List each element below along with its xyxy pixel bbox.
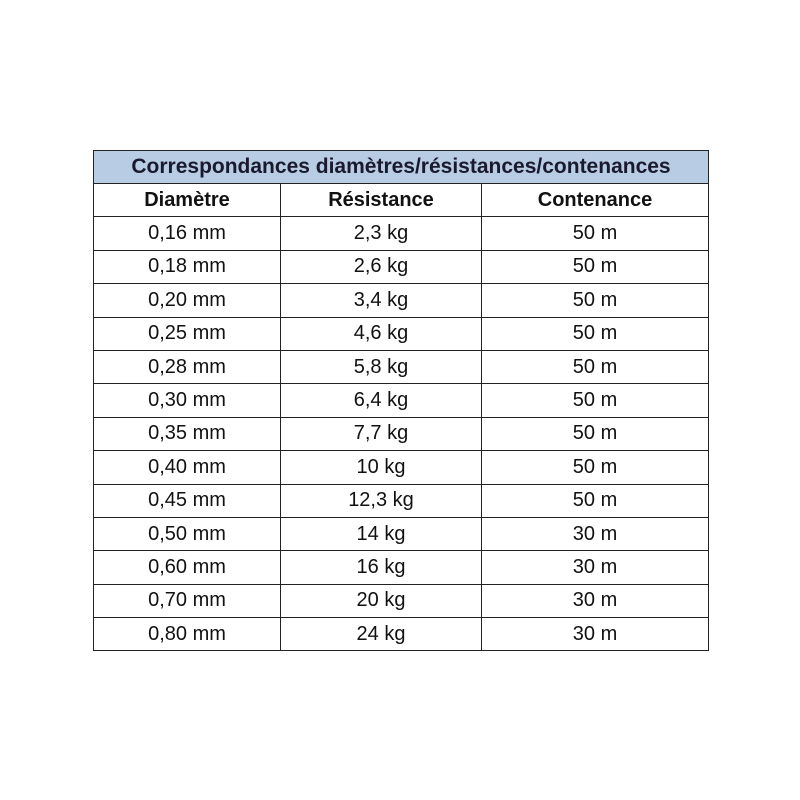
cell-contenance: 50 m: [481, 416, 709, 452]
cell-resistance: 10 kg: [280, 450, 482, 485]
table-title: Correspondances diamètres/résistances/co…: [93, 150, 709, 184]
cell-contenance: 50 m: [481, 483, 709, 518]
cell-contenance: 50 m: [481, 283, 709, 318]
cell-diametre: 0,60 mm: [93, 550, 281, 585]
cell-contenance: 30 m: [481, 550, 709, 585]
cell-diametre: 0,18 mm: [93, 249, 281, 285]
cell-contenance: 30 m: [481, 617, 709, 652]
table-row: 0,28 mm 5,8 kg 50 m: [93, 349, 709, 385]
cell-diametre: 0,16 mm: [93, 216, 281, 251]
cell-contenance: 50 m: [481, 450, 709, 485]
cell-diametre: 0,45 mm: [93, 483, 281, 518]
table-row: 0,50 mm 14 kg 30 m: [93, 516, 709, 552]
cell-resistance: 2,6 kg: [280, 249, 482, 285]
cell-diametre: 0,80 mm: [93, 617, 281, 652]
table-row: 0,20 mm 3,4 kg 50 m: [93, 283, 709, 318]
cell-resistance: 12,3 kg: [280, 483, 482, 518]
cell-diametre: 0,25 mm: [93, 316, 281, 351]
cell-diametre: 0,35 mm: [93, 416, 281, 452]
table-row: 0,45 mm 12,3 kg 50 m: [93, 483, 709, 518]
header-diametre: Diamètre: [93, 182, 281, 218]
cell-contenance: 30 m: [481, 516, 709, 552]
table-row: 0,18 mm 2,6 kg 50 m: [93, 249, 709, 285]
correspondence-table: Correspondances diamètres/résistances/co…: [93, 150, 709, 652]
table-row: 0,25 mm 4,6 kg 50 m: [93, 316, 709, 351]
table-row: 0,30 mm 6,4 kg 50 m: [93, 383, 709, 418]
title-row: Correspondances diamètres/résistances/co…: [93, 150, 709, 184]
cell-resistance: 7,7 kg: [280, 416, 482, 452]
cell-resistance: 5,8 kg: [280, 349, 482, 385]
cell-resistance: 16 kg: [280, 550, 482, 585]
table-row: 0,40 mm 10 kg 50 m: [93, 450, 709, 485]
cell-contenance: 50 m: [481, 216, 709, 251]
header-row: Diamètre Résistance Contenance: [93, 182, 709, 218]
cell-diametre: 0,30 mm: [93, 383, 281, 418]
cell-resistance: 2,3 kg: [280, 216, 482, 251]
cell-contenance: 50 m: [481, 383, 709, 418]
cell-resistance: 20 kg: [280, 583, 482, 619]
table-row: 0,80 mm 24 kg 30 m: [93, 617, 709, 652]
cell-resistance: 3,4 kg: [280, 283, 482, 318]
cell-contenance: 50 m: [481, 316, 709, 351]
header-contenance: Contenance: [481, 182, 709, 218]
cell-diametre: 0,70 mm: [93, 583, 281, 619]
cell-resistance: 4,6 kg: [280, 316, 482, 351]
cell-contenance: 50 m: [481, 349, 709, 385]
table-row: 0,16 mm 2,3 kg 50 m: [93, 216, 709, 251]
header-resistance: Résistance: [280, 182, 482, 218]
cell-contenance: 50 m: [481, 249, 709, 285]
cell-resistance: 24 kg: [280, 617, 482, 652]
cell-diametre: 0,20 mm: [93, 283, 281, 318]
cell-diametre: 0,40 mm: [93, 450, 281, 485]
cell-diametre: 0,50 mm: [93, 516, 281, 552]
cell-resistance: 14 kg: [280, 516, 482, 552]
table-row: 0,60 mm 16 kg 30 m: [93, 550, 709, 585]
table-row: 0,70 mm 20 kg 30 m: [93, 583, 709, 619]
cell-contenance: 30 m: [481, 583, 709, 619]
table-row: 0,35 mm 7,7 kg 50 m: [93, 416, 709, 452]
cell-resistance: 6,4 kg: [280, 383, 482, 418]
cell-diametre: 0,28 mm: [93, 349, 281, 385]
